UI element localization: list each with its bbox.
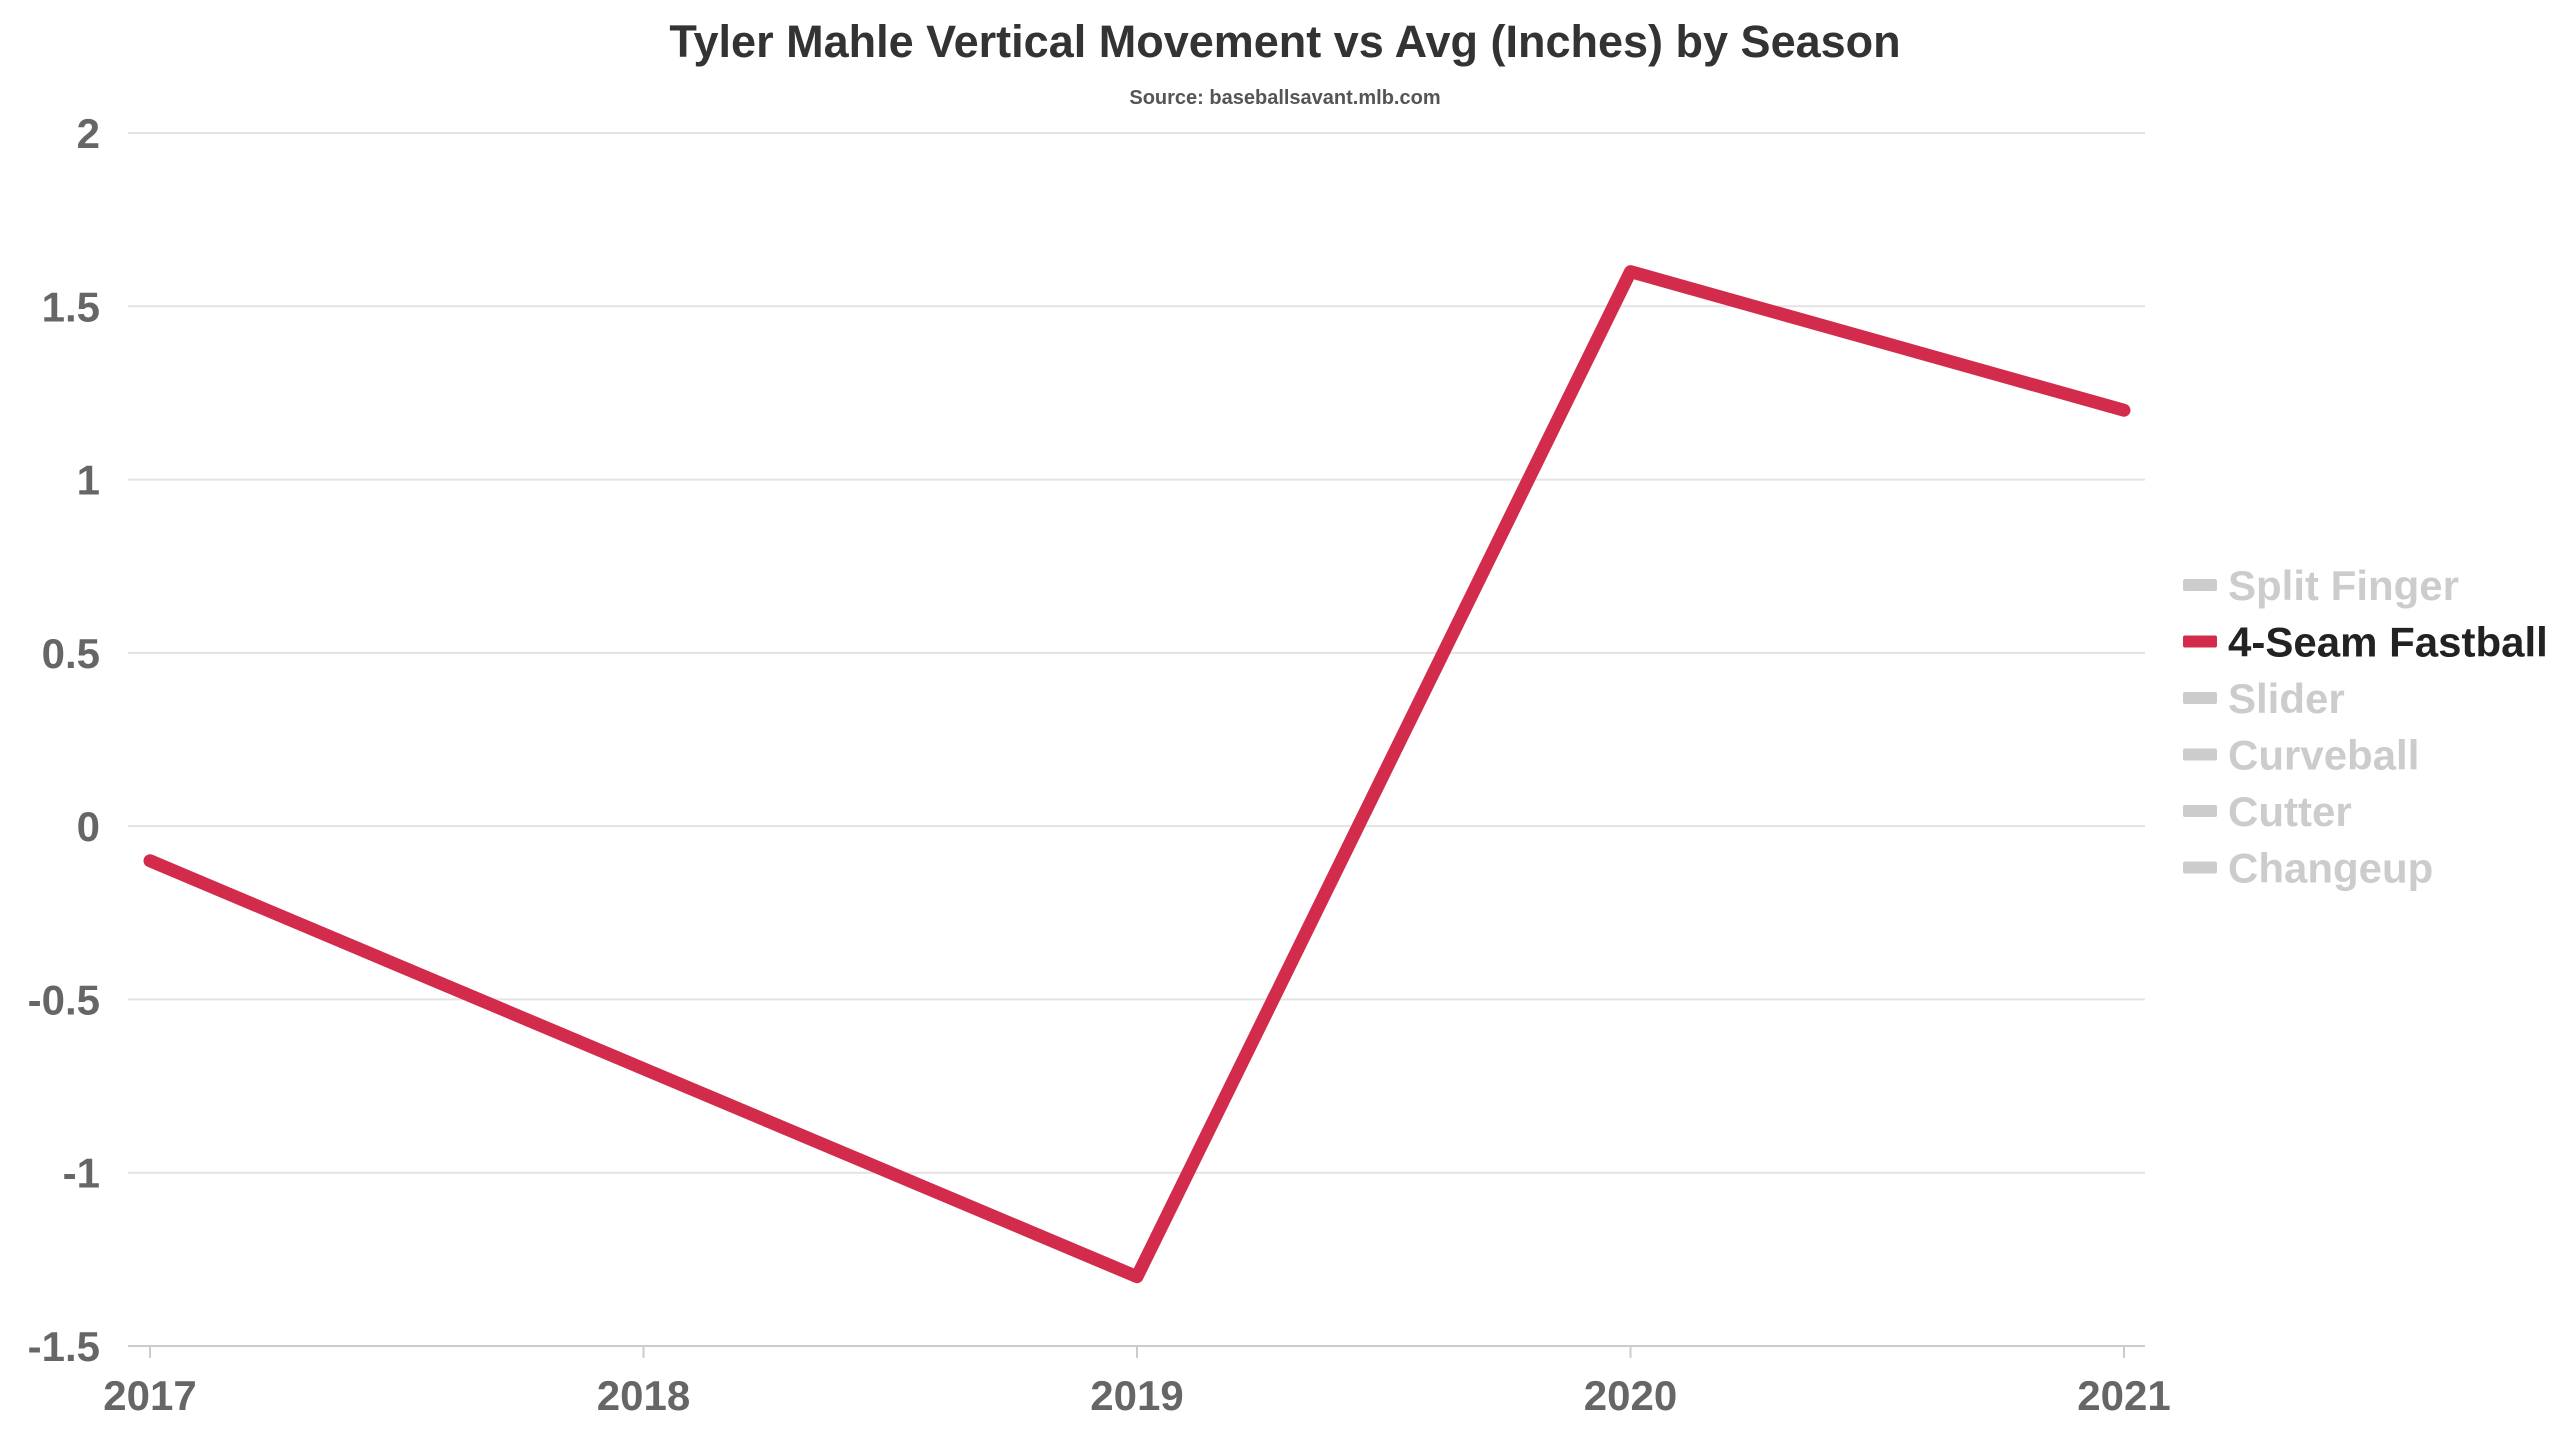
legend-swatch xyxy=(2183,579,2217,591)
chart-subtitle: Source: baseballsavant.mlb.com xyxy=(1129,87,1440,109)
legend-label: Curveball xyxy=(2228,732,2419,779)
x-tick-label: 2021 xyxy=(2077,1372,2170,1419)
y-tick-label: -1.5 xyxy=(28,1323,100,1370)
legend-item-slider[interactable]: Slider xyxy=(2183,675,2345,722)
legend-swatch xyxy=(2183,805,2217,817)
x-tick-label: 2020 xyxy=(1584,1372,1677,1419)
legend: Split Finger 4-Seam Fastball Slider Curveba… xyxy=(2183,562,2548,892)
y-tick-label: 0.5 xyxy=(42,630,100,677)
y-tick-label: 1 xyxy=(77,457,100,504)
y-tick-label: 0 xyxy=(77,803,100,850)
legend-label: 4-Seam Fastball xyxy=(2228,619,2548,666)
x-tick-label: 2019 xyxy=(1090,1372,1183,1419)
legend-swatch xyxy=(2183,861,2217,874)
legend-swatch xyxy=(2183,635,2217,648)
legend-item-changeup[interactable]: Changeup xyxy=(2183,845,2433,892)
legend-swatch xyxy=(2183,692,2217,704)
legend-item-split-finger[interactable]: Split Finger xyxy=(2183,562,2459,609)
chart-title: Tyler Mahle Vertical Movement vs Avg (In… xyxy=(669,16,1900,67)
y-axis-tick-labels: 2 1.5 1 0.5 0 -0.5 -1 -1.5 xyxy=(28,110,100,1370)
y-tick-label: 1.5 xyxy=(42,283,100,330)
legend-item-4-seam-fastball[interactable]: 4-Seam Fastball xyxy=(2183,619,2548,666)
y-tick-label: -0.5 xyxy=(28,976,100,1023)
x-axis xyxy=(128,1345,2145,1358)
legend-label: Changeup xyxy=(2228,845,2433,892)
y-tick-label: -1 xyxy=(63,1150,100,1197)
legend-swatch xyxy=(2183,748,2217,761)
legend-label: Cutter xyxy=(2228,788,2352,835)
x-tick-label: 2018 xyxy=(597,1372,690,1419)
y-tick-label: 2 xyxy=(77,110,100,157)
x-axis-tick-labels: 2017 2018 2019 2020 2021 xyxy=(103,1372,2170,1419)
gridlines xyxy=(128,132,2145,1174)
x-tick-label: 2017 xyxy=(103,1372,196,1419)
legend-item-cutter[interactable]: Cutter xyxy=(2183,788,2352,835)
series-line-4-seam-fastball xyxy=(143,265,2131,1284)
legend-item-curveball[interactable]: Curveball xyxy=(2183,732,2419,779)
legend-label: Slider xyxy=(2228,675,2345,722)
series-lines xyxy=(143,265,2131,1284)
legend-label: Split Finger xyxy=(2228,562,2459,609)
